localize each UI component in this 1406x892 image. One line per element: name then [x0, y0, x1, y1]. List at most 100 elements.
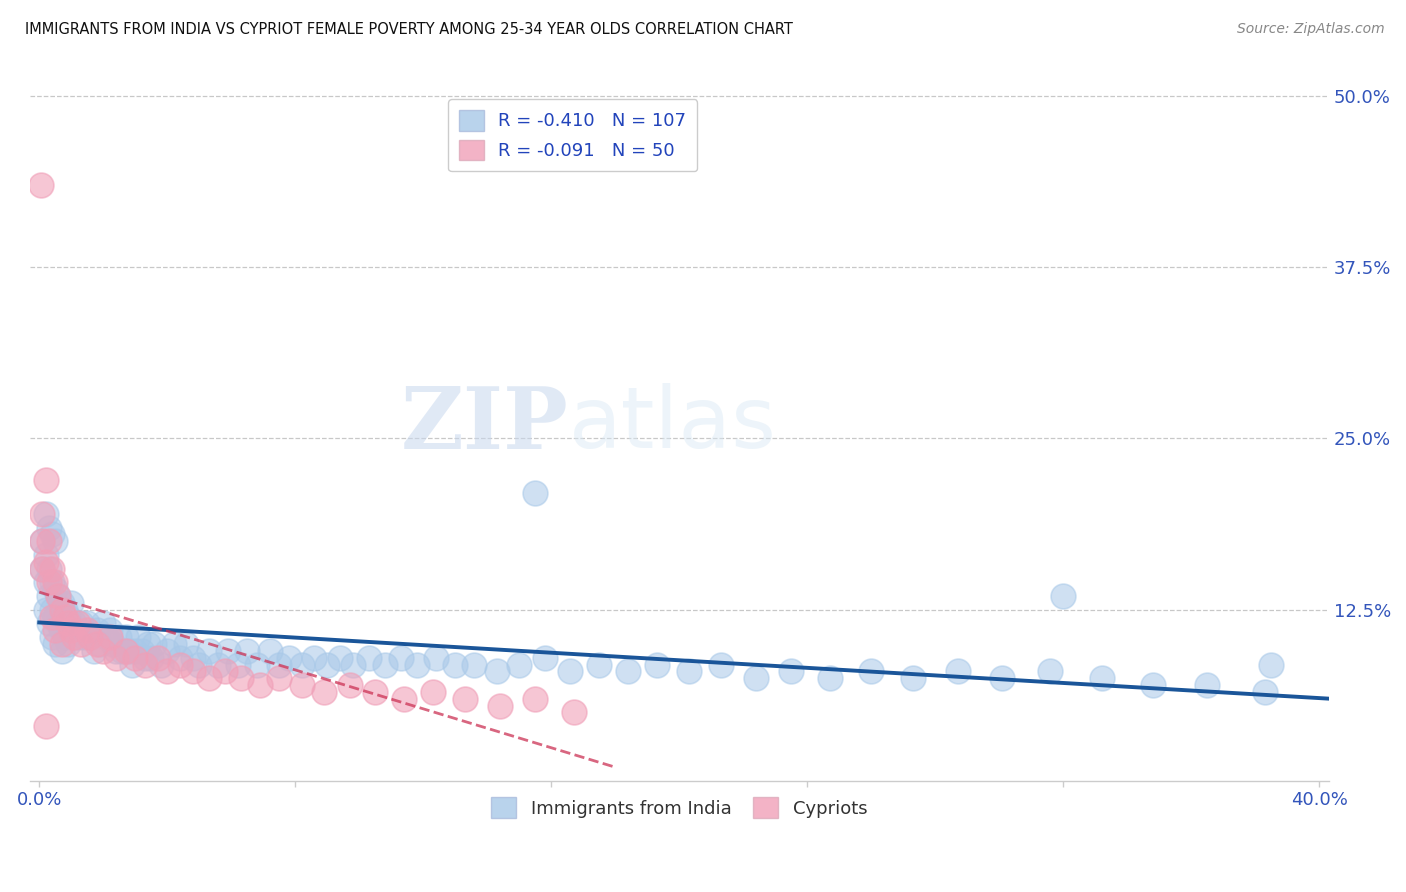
- Point: [277, 650, 299, 665]
- Point: [588, 657, 610, 672]
- Point: [38, 520, 60, 534]
- Point: [259, 644, 281, 658]
- Point: [34, 507, 56, 521]
- Point: [316, 657, 339, 672]
- Point: [89, 637, 111, 651]
- Point: [342, 657, 364, 672]
- Point: [41, 603, 63, 617]
- Point: [524, 486, 547, 500]
- Point: [364, 685, 387, 699]
- Point: [63, 630, 86, 644]
- Point: [176, 637, 198, 651]
- Point: [339, 678, 361, 692]
- Point: [86, 637, 108, 651]
- Point: [31, 534, 53, 549]
- Point: [524, 691, 547, 706]
- Point: [51, 596, 73, 610]
- Point: [162, 637, 184, 651]
- Point: [780, 665, 803, 679]
- Point: [124, 644, 146, 658]
- Point: [38, 561, 60, 575]
- Point: [226, 657, 249, 672]
- Point: [51, 624, 73, 638]
- Point: [134, 650, 156, 665]
- Point: [96, 630, 118, 644]
- Point: [860, 665, 883, 679]
- Point: [51, 603, 73, 617]
- Point: [53, 630, 76, 644]
- Point: [1260, 657, 1282, 672]
- Point: [143, 637, 166, 651]
- Point: [105, 650, 128, 665]
- Point: [31, 561, 53, 575]
- Point: [312, 685, 335, 699]
- Point: [134, 657, 156, 672]
- Point: [53, 603, 76, 617]
- Point: [34, 555, 56, 569]
- Point: [562, 706, 585, 720]
- Point: [111, 644, 134, 658]
- Point: [188, 657, 211, 672]
- Point: [60, 596, 83, 610]
- Point: [60, 624, 83, 638]
- Point: [30, 178, 52, 192]
- Point: [127, 630, 149, 644]
- Point: [41, 630, 63, 644]
- Point: [291, 657, 314, 672]
- Point: [44, 534, 66, 549]
- Point: [31, 561, 53, 575]
- Legend: Immigrants from India, Cypriots: Immigrants from India, Cypriots: [484, 790, 875, 825]
- Point: [745, 671, 768, 685]
- Point: [249, 678, 271, 692]
- Point: [108, 630, 131, 644]
- Point: [53, 609, 76, 624]
- Point: [508, 657, 530, 672]
- Point: [818, 671, 841, 685]
- Point: [1254, 685, 1277, 699]
- Text: Source: ZipAtlas.com: Source: ZipAtlas.com: [1237, 22, 1385, 37]
- Point: [389, 650, 412, 665]
- Point: [207, 657, 229, 672]
- Point: [617, 665, 640, 679]
- Point: [41, 609, 63, 624]
- Point: [73, 630, 96, 644]
- Point: [678, 665, 700, 679]
- Point: [198, 644, 221, 658]
- Point: [69, 616, 91, 631]
- Point: [83, 644, 105, 658]
- Point: [214, 665, 236, 679]
- Text: atlas: atlas: [569, 384, 776, 467]
- Point: [229, 671, 252, 685]
- Point: [236, 644, 259, 658]
- Point: [98, 624, 121, 638]
- Point: [91, 644, 114, 658]
- Point: [246, 657, 269, 672]
- Point: [217, 644, 239, 658]
- Point: [124, 650, 146, 665]
- Point: [44, 609, 66, 624]
- Point: [114, 644, 136, 658]
- Point: [645, 657, 668, 672]
- Point: [66, 630, 89, 644]
- Point: [60, 624, 83, 638]
- Point: [34, 575, 56, 590]
- Point: [44, 582, 66, 597]
- Point: [169, 650, 191, 665]
- Point: [44, 624, 66, 638]
- Point: [374, 657, 396, 672]
- Point: [56, 637, 79, 651]
- Point: [181, 665, 204, 679]
- Point: [463, 657, 485, 672]
- Point: [946, 665, 969, 679]
- Point: [31, 507, 53, 521]
- Point: [48, 589, 70, 603]
- Point: [454, 691, 477, 706]
- Point: [149, 657, 172, 672]
- Point: [114, 630, 136, 644]
- Point: [269, 671, 291, 685]
- Point: [485, 665, 508, 679]
- Point: [41, 527, 63, 541]
- Point: [79, 630, 101, 644]
- Text: ZIP: ZIP: [401, 383, 569, 467]
- Point: [44, 637, 66, 651]
